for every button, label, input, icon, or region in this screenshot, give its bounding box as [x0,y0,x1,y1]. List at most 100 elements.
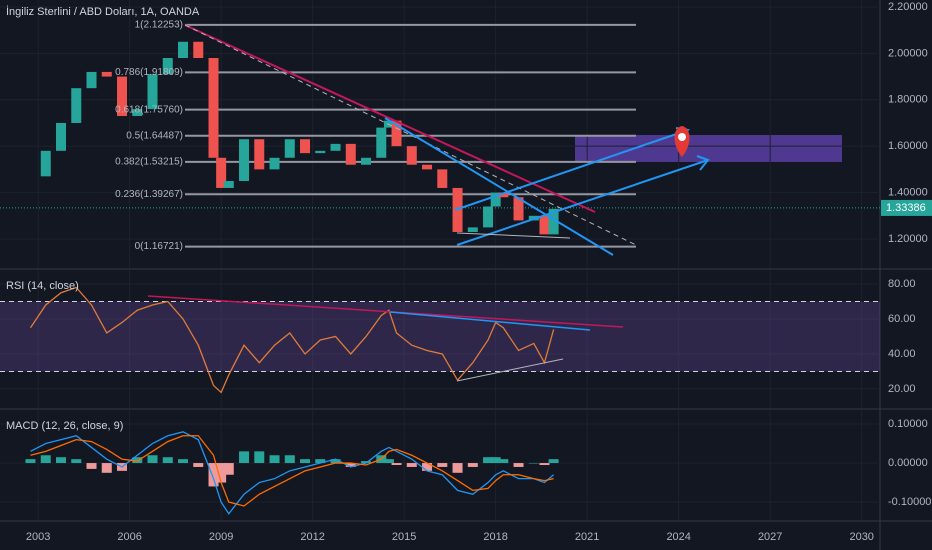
histogram-bar [223,463,234,475]
x-tick-label: 2027 [758,531,782,543]
histogram-bar [330,459,341,464]
candle [315,150,326,154]
fib-label: 1(2.12253) [135,20,183,31]
candle [300,139,311,154]
x-tick-label: 2024 [666,531,690,543]
rsi-trend-line [147,295,624,328]
trend-line [384,117,614,256]
drawings [147,24,710,382]
candle [467,227,478,233]
candle [437,169,448,188]
candle [162,58,173,75]
candle [71,88,82,123]
pin-dot [678,133,686,141]
histogram-bar [101,463,112,473]
rsi-line [29,286,555,394]
histogram-bar [216,463,227,483]
y-tick-label: 20.00 [888,383,916,395]
candle [147,74,158,110]
rsi-band [0,301,880,372]
histogram-bar [548,459,559,464]
histogram-bar [284,455,295,464]
y-tick-label: 1.60000 [888,140,928,152]
y-tick-label: 40.00 [888,348,916,360]
histogram-bar [25,459,36,464]
pane-title: RSI (14, close) [6,280,79,292]
target-zone [575,135,842,162]
x-tick-label: 2030 [849,531,873,543]
candle [56,122,67,151]
candle [422,164,433,170]
histogram-bar [71,459,82,464]
fib-label: 0.5(1.64487) [126,130,183,141]
x-tick-label: 2009 [209,531,233,543]
histogram-bar [193,463,204,467]
histogram-bar [539,463,550,465]
histogram-bar [528,463,539,464]
histogram-bar [208,463,219,487]
candle [208,58,219,158]
x-tick-label: 2015 [392,531,416,543]
histogram-bar [40,455,51,464]
histogram-bar [86,463,97,469]
trend-line [184,24,596,213]
candle [117,76,128,117]
arrow-head [696,155,710,171]
y-tick-label: 1.80000 [888,94,928,106]
candle [406,146,417,165]
histogram-bar [361,461,372,464]
histogram-bar [391,463,402,465]
last-price-label: 1.33386 [886,202,926,214]
histogram-bar [483,457,494,464]
fib-label: 0(1.16721) [135,241,183,252]
histogram-bar [254,451,265,464]
candle [284,139,295,158]
candle [490,192,501,207]
candle [40,150,51,177]
pane-title: MACD (12, 26, close, 9) [6,420,123,432]
y-tick-label: 1.40000 [888,186,928,198]
candle [345,143,356,165]
histogram-bar [437,463,448,467]
histogram-bar [490,457,501,464]
histogram-bar [315,459,326,464]
candle [513,197,524,221]
histogram-bar [132,457,143,464]
channel-arrow [456,159,709,246]
last-price-box [881,199,932,216]
candle [361,157,372,165]
y-tick-label: 60.00 [888,313,916,325]
histogram-bar [383,459,394,464]
macd-line [30,431,555,515]
candle [178,41,189,59]
candle [254,139,265,170]
histogram-bar [498,459,509,464]
candle [548,208,559,235]
pane-title: İngiliz Sterlini / ABD Doları, 1A, OANDA [6,5,200,18]
y-tick-label: 2.20000 [888,1,928,13]
support-line [456,232,571,239]
histogram-bar [513,463,524,467]
x-tick-label: 2006 [117,531,141,543]
candle [376,127,387,158]
y-tick-label: 80.00 [888,278,916,290]
trend-line [184,24,637,246]
candle [101,71,112,77]
candle [193,41,204,59]
candle [86,71,97,89]
labels: 2.20000 2.00000 1.80000 1.60000 1.40000 1.200… [6,1,932,543]
y-tick-label: 2.00000 [888,47,928,59]
histogram-bar [300,459,311,464]
candle [391,120,402,147]
candle [483,206,494,228]
x-tick-label: 2012 [300,531,324,543]
histogram-bar [345,463,356,467]
histogram-bar [56,457,67,464]
fib-label: 0.382(1.53215) [115,157,183,168]
x-tick-label: 2018 [483,531,507,543]
fib-label: 0.236(1.39267) [115,189,183,200]
y-tick-label: 1.20000 [888,233,928,245]
